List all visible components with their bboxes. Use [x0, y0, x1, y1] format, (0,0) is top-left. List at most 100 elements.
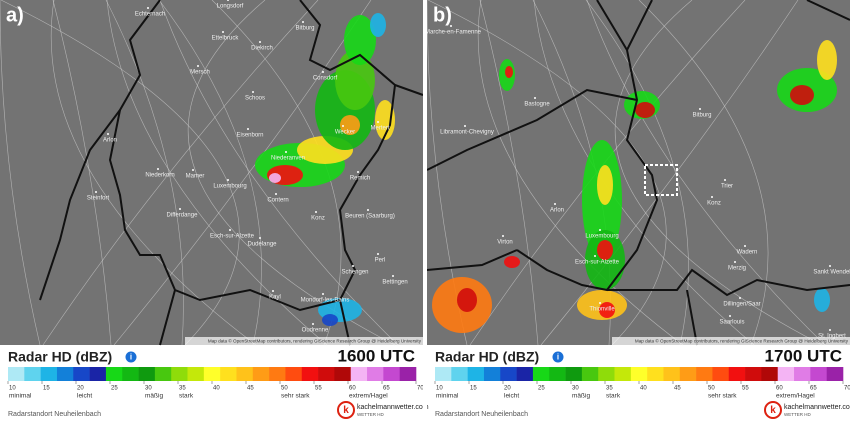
place-dot [315, 211, 317, 213]
road [52, 0, 112, 346]
brand-sub: WETTER HD [784, 412, 811, 417]
border [607, 268, 850, 297]
road [105, 0, 184, 346]
place-dot [352, 265, 354, 267]
colorbar-cell [728, 367, 746, 381]
place-label: Mondorf-les-Bains [301, 298, 350, 304]
road [42, 0, 319, 346]
logo-k: k [770, 405, 776, 416]
road [585, 0, 689, 346]
colorbar-tick-label: 15 [43, 386, 50, 392]
intensity-label: leicht [77, 393, 92, 400]
place-label: Arlon [103, 138, 117, 144]
radar-echo [322, 314, 338, 326]
colorbar-tick-label: 40 [640, 386, 647, 392]
border [806, 0, 850, 21]
place-dot [247, 128, 249, 130]
logo-k: k [343, 405, 349, 416]
place-dot [392, 275, 394, 277]
place-dot [259, 41, 261, 43]
colorbar-cell [269, 367, 286, 381]
place-label: Niederkorn [145, 173, 174, 179]
place-dot [599, 302, 601, 304]
place-label: Mertert [370, 126, 389, 132]
place-dot [227, 0, 229, 1]
place-dot [377, 121, 379, 123]
place-dot [464, 125, 466, 127]
place-dot [739, 297, 741, 299]
colorbar-cell [565, 367, 583, 381]
colorbar-cell [451, 367, 468, 381]
colorbar-cell [581, 367, 599, 381]
colorbar-tick-label: 65 [383, 386, 390, 392]
place-label: Bitburg [692, 113, 711, 119]
road [477, 0, 684, 346]
place-label: Niederanven [271, 156, 305, 162]
colorbar-cell [367, 367, 384, 381]
border [626, 0, 653, 51]
place-label: Longsdorf [217, 4, 244, 10]
colorbar-cell [516, 367, 534, 381]
radar-echo [269, 173, 281, 183]
colorbar-cell [630, 367, 648, 381]
road [158, 0, 262, 346]
place-dot [734, 261, 736, 263]
colorbar-cell [203, 367, 221, 381]
place-dot [450, 25, 452, 27]
attribution: Map data © OpenStreetMap contributors, r… [208, 338, 422, 344]
place-label: Beuren (Saarburg) [345, 214, 395, 220]
divider [423, 0, 427, 425]
place-label: Steinfort [87, 196, 110, 202]
intensity-label: extrem/Hagel [349, 393, 388, 400]
attribution-bg [185, 337, 423, 345]
colorbar-cell [301, 367, 319, 381]
place-label: Bettingen [382, 280, 407, 286]
place-label: Remich [350, 176, 370, 182]
colorbar-cell [810, 367, 827, 381]
place-dot [377, 253, 379, 255]
border [426, 249, 518, 271]
intensity-label: sehr stark [708, 393, 737, 400]
road [638, 0, 769, 346]
info-i: i [130, 353, 132, 362]
colorbar-cell [745, 367, 762, 381]
colorbar-tick-label: 55 [315, 386, 322, 392]
colorbar-cell [435, 367, 452, 381]
intensity-label: sehr stark [281, 393, 310, 400]
place-label: Ettelbruck [212, 36, 240, 42]
intensity-label: mäßig [572, 393, 590, 400]
radar-echo [340, 115, 360, 135]
radar-echo [635, 102, 655, 118]
place-dot [322, 293, 324, 295]
place-dot [594, 255, 596, 257]
time: 1700 UTC [765, 346, 842, 365]
place-dot [554, 203, 556, 205]
colorbar-tick-label: 25 [111, 386, 118, 392]
place-dot [322, 71, 324, 73]
place-label: Schengen [341, 270, 368, 276]
place-dot [197, 65, 199, 67]
radar-echo [817, 40, 837, 80]
brand: kachelmannwetter.com [357, 404, 429, 411]
place-dot [192, 169, 194, 171]
border [516, 0, 659, 292]
place-dot [342, 125, 344, 127]
place-dot [729, 315, 731, 317]
time: 1600 UTC [338, 346, 415, 365]
intensity-label: stark [179, 393, 194, 400]
intensity-label: mäßig [145, 393, 163, 400]
intensity-label: leicht [504, 393, 519, 400]
colorbar-cell [399, 367, 417, 381]
colorbar-cell [383, 367, 400, 381]
radar-echo [790, 85, 814, 105]
place-label: Luxembourg [585, 234, 618, 240]
radar-echo [457, 288, 477, 312]
map-background [427, 0, 850, 345]
place-label: Wadern [737, 250, 758, 256]
colorbar-cell [483, 367, 501, 381]
colorbar-cell [532, 367, 550, 381]
road [106, 0, 328, 346]
place-label: Oudrenne [302, 328, 329, 334]
colorbar-tick-label: 10 [9, 386, 16, 392]
